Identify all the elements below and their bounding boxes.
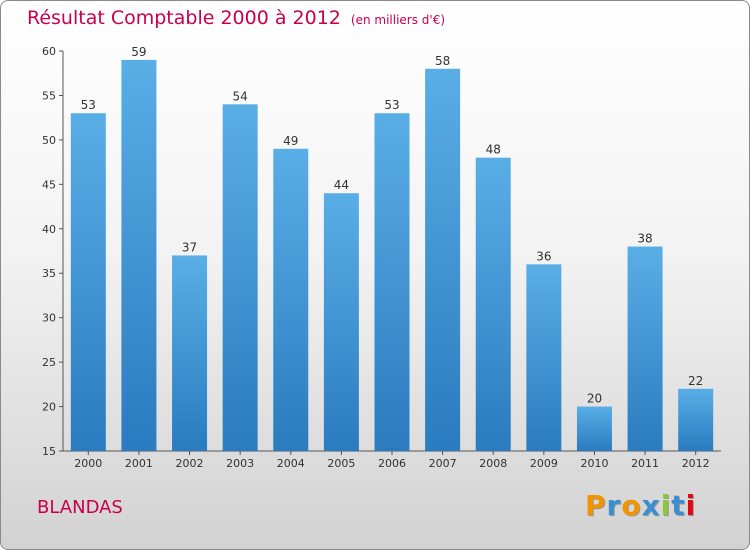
logo-letter: i: [685, 489, 697, 522]
bar-value-label: 48: [486, 143, 501, 157]
logo-letter: r: [606, 489, 622, 522]
y-tick-label: 15: [42, 445, 56, 458]
bar-value-label: 59: [131, 45, 146, 59]
proxiti-logo[interactable]: Proxiti: [585, 489, 696, 522]
bar: [526, 264, 562, 451]
y-tick-label: 30: [42, 312, 56, 325]
bar: [70, 113, 106, 451]
x-tick-label: 2006: [378, 457, 406, 470]
bar-value-label: 38: [637, 232, 652, 246]
bar-value-label: 53: [81, 98, 96, 112]
x-tick-label: 2012: [682, 457, 710, 470]
chart-title: Résultat Comptable 2000 à 2012 (en millie…: [27, 7, 445, 29]
bar-value-label: 58: [435, 54, 450, 68]
bar-value-label: 49: [283, 134, 298, 148]
bar: [475, 157, 511, 451]
x-tick-label: 2009: [530, 457, 558, 470]
logo-letter: P: [585, 489, 607, 522]
bar: [374, 113, 410, 451]
bar: [121, 59, 157, 452]
x-tick-label: 2000: [74, 457, 102, 470]
bar: [172, 255, 208, 451]
y-tick-label: 50: [42, 134, 56, 147]
town-name: BLANDAS: [37, 497, 123, 518]
bar-value-label: 20: [587, 392, 602, 406]
y-tick-label: 35: [42, 267, 56, 280]
bar-value-label: 44: [334, 178, 349, 192]
x-tick-label: 2011: [631, 457, 659, 470]
x-tick-label: 2007: [429, 457, 457, 470]
chart-title-unit: (en milliers d'€): [350, 13, 446, 27]
bar: [678, 388, 714, 451]
y-tick-label: 25: [42, 356, 56, 369]
bar: [323, 193, 359, 451]
y-tick-label: 60: [42, 45, 56, 58]
x-tick-label: 2008: [479, 457, 507, 470]
bar-value-label: 54: [233, 89, 248, 103]
bar: [627, 246, 663, 451]
x-tick-label: 2005: [327, 457, 355, 470]
logo-letter: i: [660, 489, 672, 522]
bar: [273, 148, 309, 451]
y-tick-label: 40: [42, 223, 56, 236]
x-tick-label: 2001: [125, 457, 153, 470]
logo-letter: x: [641, 489, 661, 522]
x-tick-label: 2003: [226, 457, 254, 470]
y-tick-label: 20: [42, 401, 56, 414]
bar: [425, 68, 461, 452]
bar-value-label: 22: [688, 374, 703, 388]
x-tick-label: 2004: [277, 457, 305, 470]
bar-value-label: 53: [384, 98, 399, 112]
logo-letter: o: [621, 489, 642, 522]
y-tick-label: 55: [42, 89, 56, 102]
y-tick-label: 45: [42, 178, 56, 191]
bar: [576, 406, 612, 451]
logo-letter: t: [671, 489, 686, 522]
chart-title-main: Résultat Comptable 2000 à 2012: [27, 7, 341, 29]
bar-value-label: 36: [536, 249, 551, 263]
x-tick-label: 2010: [580, 457, 608, 470]
bar-value-label: 37: [182, 240, 197, 254]
x-tick-label: 2002: [176, 457, 204, 470]
bar: [222, 104, 258, 451]
